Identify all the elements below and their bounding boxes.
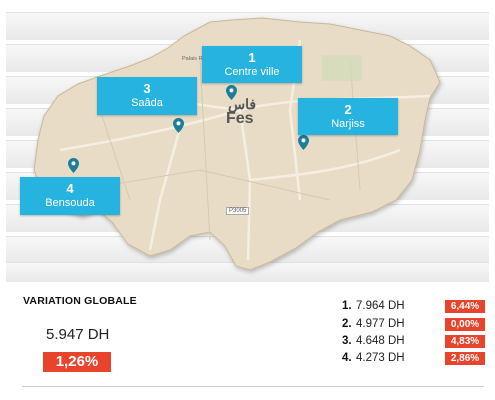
city-map — [33, 17, 441, 271]
map-pin-icon[interactable] — [173, 118, 184, 133]
map-pin-icon[interactable] — [226, 85, 237, 100]
row-price: 4.648 DH — [356, 335, 405, 347]
row-index: 2. — [342, 318, 352, 330]
location-label-centre-ville[interactable]: 1 Centre ville — [202, 46, 302, 83]
location-label-saada[interactable]: 3 Saâda — [97, 77, 197, 115]
global-price: 5.947 DH — [46, 326, 110, 343]
divider — [22, 386, 484, 387]
location-number: 3 — [143, 81, 151, 96]
row-index: 3. — [342, 335, 352, 347]
variation-title: VARIATION GLOBALE — [23, 295, 137, 307]
minor-roads — [79, 59, 361, 241]
location-name: Saâda — [131, 97, 163, 109]
row-index: 1. — [342, 300, 352, 312]
location-name: Centre ville — [224, 66, 280, 78]
location-name: Narjiss — [331, 118, 365, 130]
city-label: Fes — [226, 110, 254, 127]
location-name: Bensouda — [45, 197, 95, 209]
location-label-bensouda[interactable]: 4 Bensouda — [20, 177, 120, 215]
location-number: 2 — [344, 102, 352, 117]
row-price: 7.964 DH — [356, 300, 405, 312]
map-pin-icon[interactable] — [298, 135, 309, 150]
location-number: 1 — [248, 50, 256, 65]
global-change-badge: 1,26% — [43, 352, 111, 372]
price-row: 3. 4.648 DH 4,83% — [338, 335, 490, 350]
street-label: Palais Royal — [182, 56, 213, 62]
row-price: 4.273 DH — [356, 352, 405, 364]
row-change-badge: 4,83% — [445, 335, 485, 348]
road-label: P3005 — [226, 207, 250, 215]
map-pin-icon[interactable] — [68, 158, 79, 173]
price-row: 2. 4.977 DH 0,00% — [338, 318, 490, 333]
green-area — [322, 55, 362, 81]
row-change-badge: 0,00% — [445, 318, 485, 331]
location-number: 4 — [66, 181, 74, 196]
location-label-narjiss[interactable]: 2 Narjiss — [298, 98, 398, 135]
row-change-badge: 2,86% — [445, 352, 485, 365]
price-row: 4. 4.273 DH 2,86% — [338, 352, 490, 367]
row-price: 4.977 DH — [356, 318, 405, 330]
row-change-badge: 6,44% — [445, 300, 485, 313]
price-row: 1. 7.964 DH 6,44% — [338, 300, 490, 315]
row-index: 4. — [342, 352, 352, 364]
arabic-city-label: فاس — [228, 96, 257, 112]
